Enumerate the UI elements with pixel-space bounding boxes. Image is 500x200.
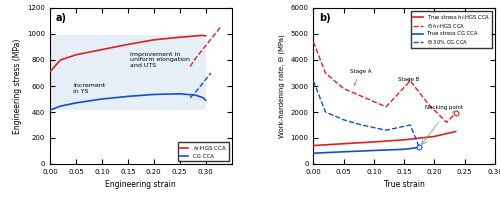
Legend: $\it{hi}$-HGS CCA, CG CCA: $\it{hi}$-HGS CCA, CG CCA <box>178 142 229 161</box>
Text: a): a) <box>56 13 66 23</box>
Text: b): b) <box>319 13 330 23</box>
X-axis label: Engineering strain: Engineering strain <box>106 180 176 189</box>
X-axis label: True strain: True strain <box>384 180 424 189</box>
Text: Necking point: Necking point <box>426 105 464 113</box>
Text: Stage A: Stage A <box>350 69 371 85</box>
Y-axis label: Work-hardening rate, Θ (MPa): Work-hardening rate, Θ (MPa) <box>278 34 285 138</box>
Legend: True stress $\it{hi}$-HGS CCA, $\Theta$ $\it{hi}$-HGS CCA, True stress CG CCA, $: True stress $\it{hi}$-HGS CCA, $\Theta$ … <box>411 11 492 48</box>
FancyBboxPatch shape <box>50 35 205 110</box>
Text: Improvement in
uniform elongation
and UTS: Improvement in uniform elongation and UT… <box>130 52 190 68</box>
Text: Increment
in YS: Increment in YS <box>74 83 106 94</box>
Y-axis label: Engineering stress (MPa): Engineering stress (MPa) <box>12 38 22 134</box>
Text: Stage B: Stage B <box>398 77 419 82</box>
